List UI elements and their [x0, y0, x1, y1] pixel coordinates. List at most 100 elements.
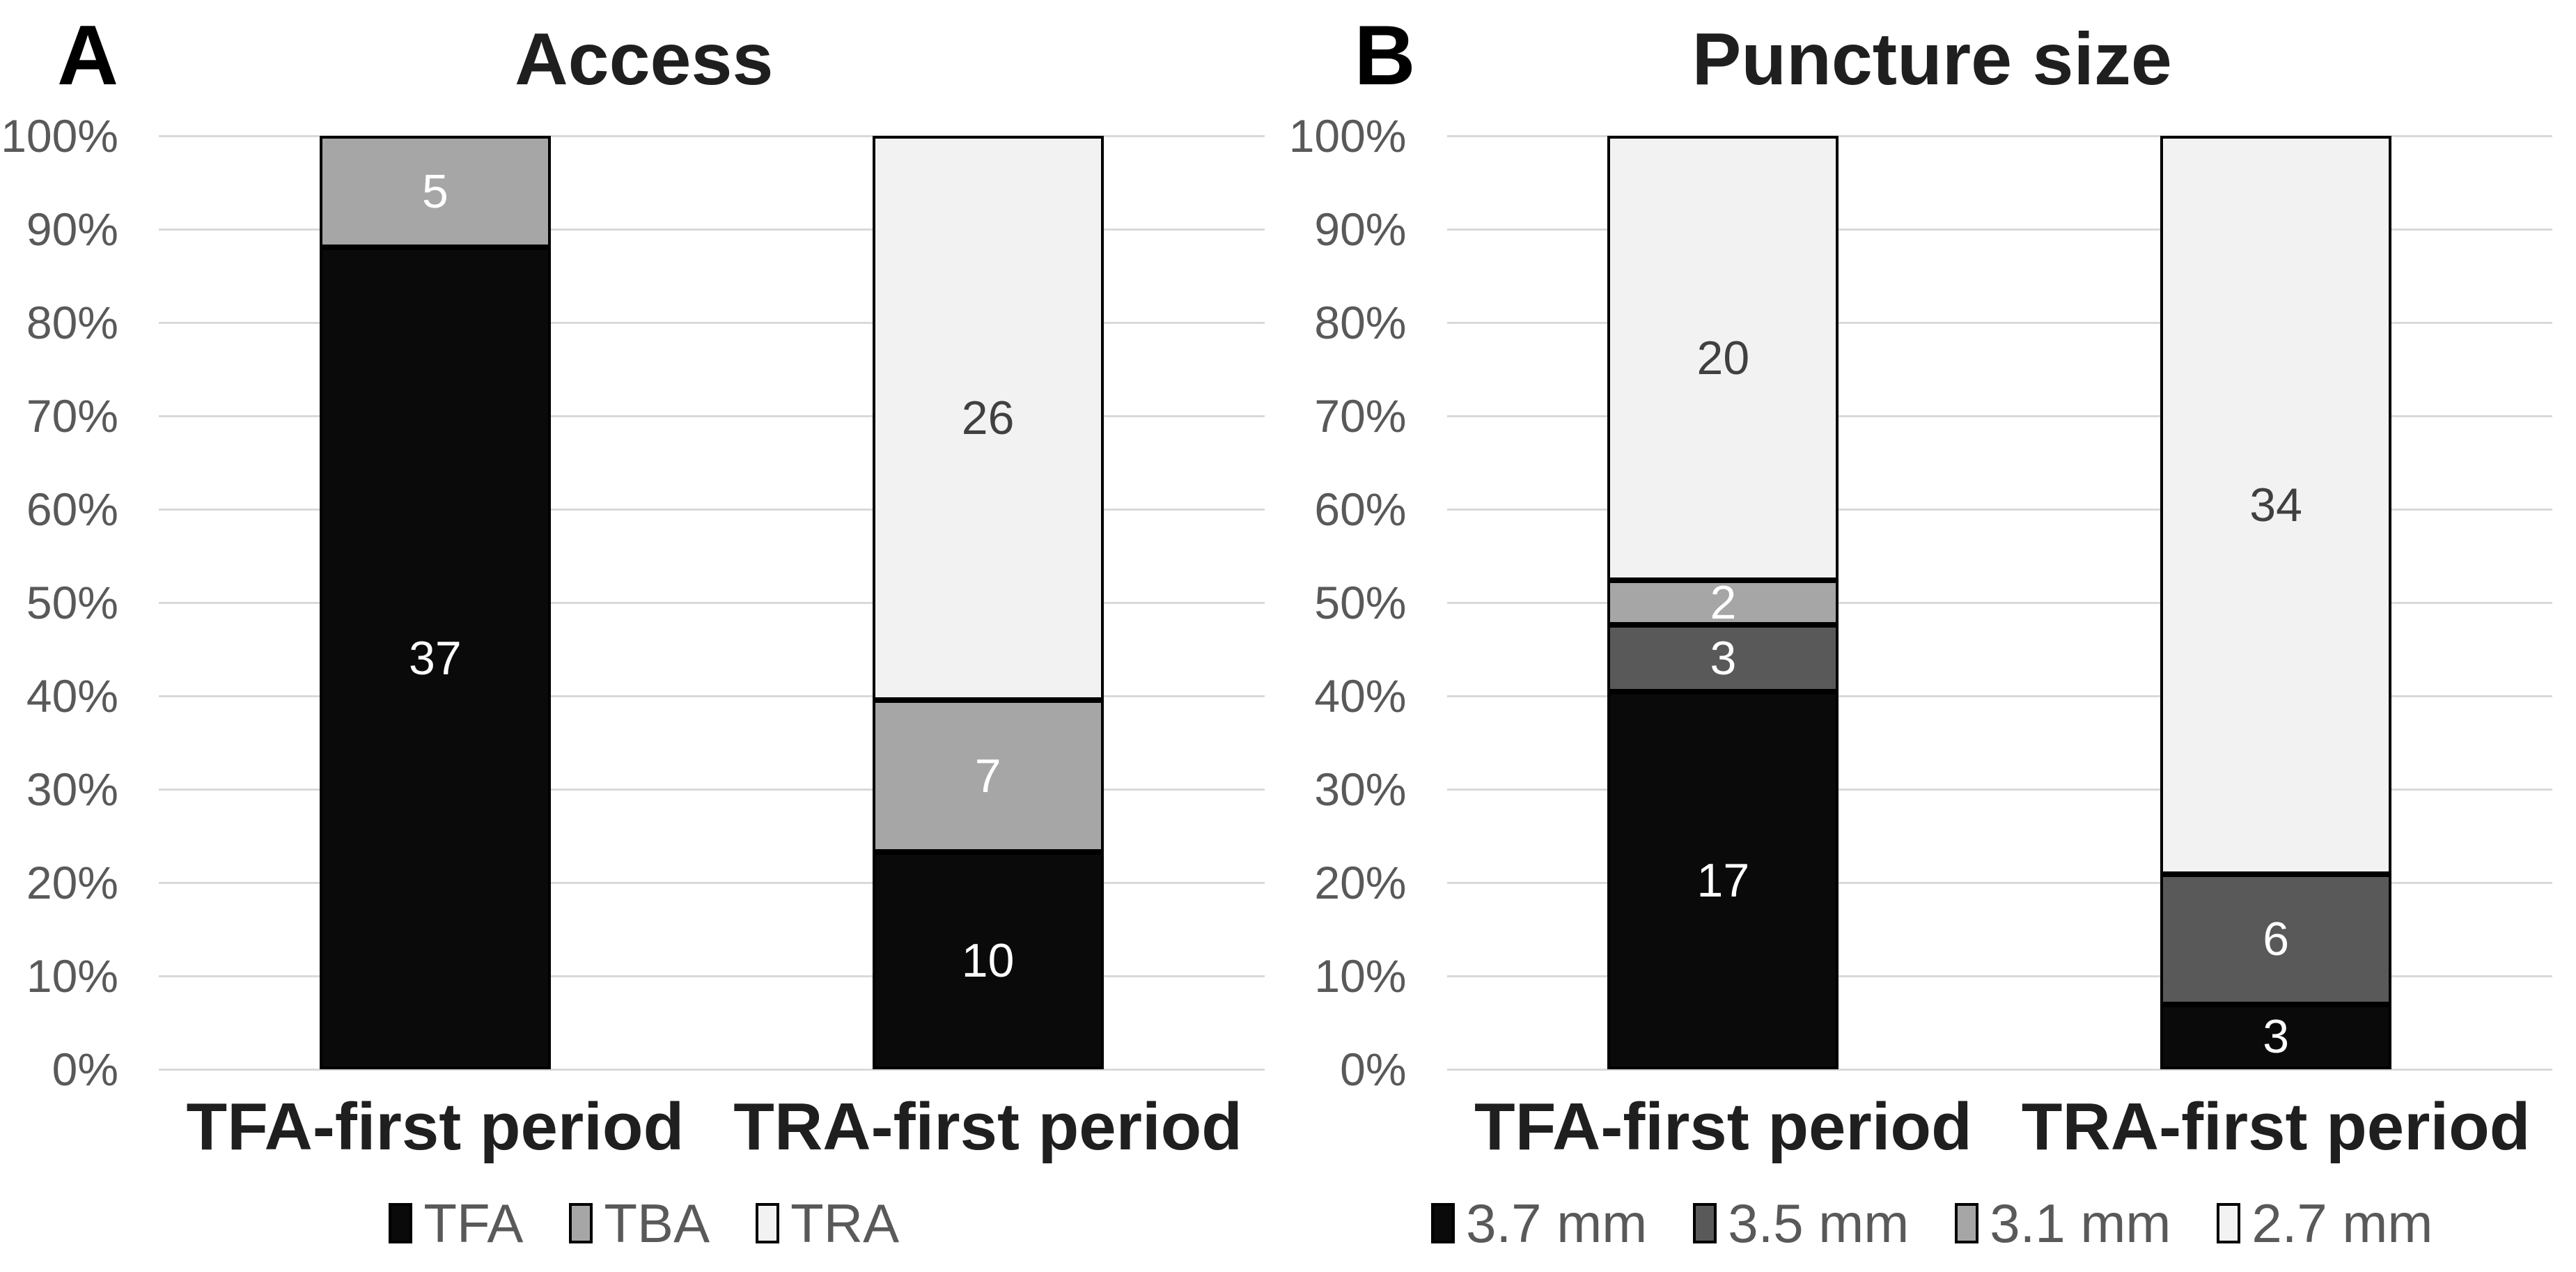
y-tick-label: 80%	[26, 297, 118, 348]
segment-value-label: 17	[1696, 853, 1750, 907]
legend-item: TBA	[569, 1196, 710, 1250]
gridline	[1446, 228, 2552, 231]
y-tick-label: 60%	[1314, 483, 1407, 535]
legend-label: 3.7 mm	[1466, 1193, 1648, 1254]
legend-label: 2.7 mm	[2251, 1193, 2433, 1254]
gridline	[1446, 695, 2552, 697]
gridline	[159, 415, 1265, 417]
bar-segment: 34	[2160, 136, 2392, 874]
segment-value-label: 20	[1696, 332, 1750, 385]
gridline	[1446, 509, 2552, 511]
legend-label: 3.5 mm	[1728, 1193, 1910, 1254]
legend: 3.7 mm 3.5 mm 3.1 mm 2.7 mm	[1288, 1184, 2576, 1272]
y-tick-label: 30%	[26, 763, 118, 815]
bar-segment: 26	[872, 136, 1104, 701]
x-axis-labels: TFA-first period TRA-first period	[159, 1069, 1265, 1184]
panel-access: A Access 100% 90% 80% 70% 60% 50% 40% 30% 20% 10%…	[0, 0, 1288, 1272]
stacked-bar: 17 3 2 20	[1607, 136, 1839, 1069]
legend-label: TRA	[790, 1193, 900, 1254]
bar-segment: 17	[1607, 691, 1839, 1069]
panel-b-chart-row: 100% 90% 80% 70% 60% 50% 40% 30% 20% 10% 0% 17 3 2 20…	[1288, 113, 2576, 1092]
y-tick-label: 90%	[26, 203, 118, 255]
legend-item: TFA	[389, 1196, 523, 1250]
gridline	[1446, 135, 2552, 137]
gridline	[159, 135, 1265, 137]
bar-segment: 20	[1607, 136, 1839, 581]
legend-swatch-icon	[1693, 1203, 1717, 1243]
category-label: TFA-first period	[1474, 1089, 1972, 1164]
y-tick-label: 40%	[1314, 670, 1407, 722]
gridline	[159, 695, 1265, 697]
x-axis-labels: TFA-first period TRA-first period	[1447, 1069, 2553, 1184]
y-tick-label: 100%	[1288, 110, 1407, 162]
segment-value-label: 6	[2263, 913, 2290, 966]
legend-swatch-icon	[389, 1203, 413, 1243]
y-tick-label: 50%	[26, 577, 118, 628]
y-tick-label: 10%	[26, 950, 118, 1002]
y-tick-label: 20%	[26, 857, 118, 908]
y-tick-label: 50%	[1314, 577, 1407, 628]
legend-label: TBA	[604, 1193, 710, 1254]
bar-segment: 2	[1607, 579, 1839, 626]
legend-swatch-icon	[1431, 1203, 1455, 1243]
gridline	[159, 882, 1265, 884]
panel-b-title-row: B Puncture size	[1288, 0, 2576, 136]
gridline	[159, 975, 1265, 977]
segment-value-label: 5	[421, 164, 448, 218]
bar-segment: 10	[872, 852, 1104, 1069]
legend-item: 3.7 mm	[1431, 1196, 1647, 1250]
gridline	[159, 789, 1265, 791]
segment-value-label: 26	[961, 391, 1015, 445]
segment-value-label: 10	[961, 934, 1015, 988]
legend-swatch-icon	[569, 1203, 593, 1243]
plot-area: 37 5 10 7 26	[159, 135, 1265, 1071]
gridline	[159, 509, 1265, 511]
bar-segment: 7	[872, 700, 1104, 853]
gridline	[1446, 789, 2552, 791]
gridline	[159, 322, 1265, 324]
stacked-bar: 37 5	[319, 136, 551, 1069]
bar-segment: 6	[2160, 874, 2392, 1005]
gridline	[1446, 322, 2552, 324]
legend-item: TRA	[756, 1196, 899, 1250]
y-tick-label: 30%	[1314, 763, 1407, 815]
gridline	[159, 228, 1265, 231]
category-label: TRA-first period	[733, 1089, 1242, 1164]
stacked-bar: 3 6 34	[2160, 136, 2392, 1069]
y-tick-label: 40%	[26, 670, 118, 722]
y-tick-label: 0%	[52, 1044, 118, 1095]
y-tick-label: 100%	[1, 110, 118, 162]
segment-value-label: 34	[2249, 478, 2302, 532]
y-tick-label: 70%	[26, 390, 118, 442]
segment-value-label: 3	[1710, 631, 1737, 685]
y-tick-label: 20%	[1314, 857, 1407, 908]
panel-a-chart-row: 100% 90% 80% 70% 60% 50% 40% 30% 20% 10% 0% 37 5 10 7…	[0, 113, 1288, 1092]
bar-segment: 37	[319, 247, 551, 1069]
legend-label: TFA	[423, 1193, 524, 1254]
gridline	[1446, 602, 2552, 604]
y-tick-label: 70%	[1314, 390, 1407, 442]
segment-value-label: 7	[974, 750, 1001, 803]
legend: TFA TBA TRA	[0, 1184, 1288, 1272]
legend-swatch-icon	[756, 1203, 780, 1243]
segment-value-label: 3	[2263, 1010, 2290, 1064]
legend-swatch-icon	[2217, 1203, 2241, 1243]
bar-segment: 3	[1607, 624, 1839, 692]
category-label: TRA-first period	[2021, 1089, 2531, 1164]
bar-segment: 5	[319, 136, 551, 247]
y-axis: 100% 90% 80% 70% 60% 50% 40% 30% 20% 10% 0%	[1288, 113, 1447, 1092]
gridline	[1446, 415, 2552, 417]
y-axis: 100% 90% 80% 70% 60% 50% 40% 30% 20% 10% 0%	[0, 113, 159, 1092]
gridline	[1446, 975, 2552, 977]
panel-a-title-row: A Access	[0, 0, 1288, 136]
plot-area: 17 3 2 20 3 6 34	[1446, 135, 2552, 1071]
category-label: TFA-first period	[186, 1089, 685, 1164]
panel-a-title: Access	[515, 18, 774, 100]
segment-value-label: 37	[409, 631, 462, 685]
gridline	[159, 602, 1265, 604]
legend-label: 3.1 mm	[1990, 1193, 2171, 1254]
legend-item: 3.5 mm	[1693, 1196, 1909, 1250]
legend-item: 2.7 mm	[2217, 1196, 2433, 1250]
panel-letter-a: A	[57, 8, 119, 102]
